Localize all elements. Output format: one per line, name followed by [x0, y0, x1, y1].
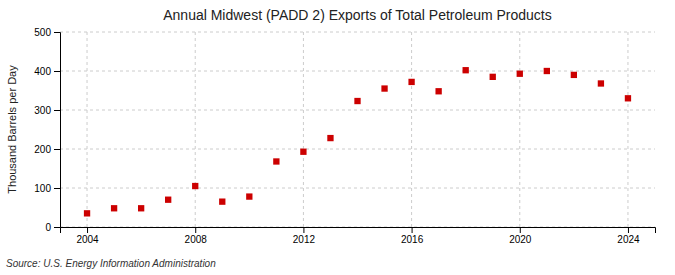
- points: [84, 67, 631, 216]
- x-axis: 2004 2008 2012 2016 2020 2024: [61, 227, 656, 245]
- x-tick: 2024: [617, 227, 640, 245]
- grid: [60, 32, 655, 227]
- x-tick-mark: [303, 227, 304, 233]
- y-tick: 0: [45, 222, 60, 233]
- x-tick-label: 2012: [293, 234, 316, 245]
- grid-line-y: [60, 110, 655, 111]
- grid-line-x: [627, 32, 628, 227]
- x-tick-mark: [412, 227, 413, 233]
- point: [598, 80, 604, 86]
- y-tick: 300: [34, 105, 60, 116]
- grid-line-y: [60, 71, 655, 72]
- point: [571, 72, 577, 78]
- x-tick-label: 2024: [617, 234, 640, 245]
- y-axis: 0 100 200 300 400 500: [34, 27, 60, 233]
- grid-line-y: [60, 188, 655, 189]
- y-tick-label: 200: [34, 144, 51, 155]
- x-tick-label: 2020: [509, 234, 532, 245]
- y-axis-title: Thousand Barrels per Day: [6, 65, 18, 194]
- grid-line-x: [411, 32, 412, 227]
- point: [463, 67, 469, 73]
- point: [327, 135, 333, 141]
- y-tick: 500: [34, 27, 60, 38]
- y-tick-label: 400: [34, 66, 51, 77]
- y-tick-mark: [54, 227, 60, 228]
- grid-line-x: [519, 32, 520, 227]
- x-tick: 2008: [185, 227, 208, 245]
- point: [625, 95, 631, 101]
- point: [435, 88, 441, 94]
- y-tick-mark: [54, 188, 60, 189]
- y-tick-label: 300: [34, 105, 51, 116]
- point: [300, 149, 306, 155]
- grid-line-x: [303, 32, 304, 227]
- y-tick-label: 100: [34, 183, 51, 194]
- chart-title: Annual Midwest (PADD 2) Exports of Total…: [163, 7, 552, 23]
- x-tick: 2004: [76, 227, 99, 245]
- plot-area: 2004 2008 2012 2016 2020 2024 0 100 200 300 400 500: [34, 27, 655, 245]
- y-axis-line: [54, 33, 61, 228]
- point: [192, 183, 198, 189]
- grid-line-x: [87, 32, 88, 227]
- point: [273, 158, 279, 164]
- x-tick-mark: [87, 227, 88, 233]
- y-tick-label: 0: [45, 222, 51, 233]
- point: [165, 197, 171, 203]
- grid-line-y: [60, 32, 655, 33]
- x-tick: 2012: [293, 227, 316, 245]
- point: [544, 68, 550, 74]
- point: [381, 85, 387, 91]
- y-tick-mark: [54, 110, 60, 111]
- x-axis-line: [61, 228, 656, 234]
- chart-container: 2004 2008 2012 2016 2020 2024 0 100 200 300 400 500…: [0, 0, 675, 275]
- point: [84, 210, 90, 216]
- x-tick-label: 2016: [401, 234, 424, 245]
- x-tick-mark: [195, 227, 196, 233]
- grid-line-x: [195, 32, 196, 227]
- point: [111, 205, 117, 211]
- point: [219, 198, 225, 204]
- x-tick: 2016: [401, 227, 424, 245]
- y-tick-mark: [54, 32, 60, 33]
- x-tick-label: 2004: [76, 234, 99, 245]
- x-tick-label: 2008: [185, 234, 208, 245]
- y-tick: 400: [34, 66, 60, 77]
- grid-line-y: [60, 149, 655, 150]
- y-tick-label: 500: [34, 27, 51, 38]
- x-tick-mark: [520, 227, 521, 233]
- point: [138, 205, 144, 211]
- chart-svg: 2004 2008 2012 2016 2020 2024 0 100 200 300 400 500…: [0, 0, 675, 275]
- y-tick: 100: [34, 183, 60, 194]
- point: [408, 79, 414, 85]
- source-note: Source: U.S. Energy Information Administ…: [6, 258, 216, 269]
- point: [517, 71, 523, 77]
- point: [354, 98, 360, 104]
- y-tick-mark: [54, 71, 60, 72]
- x-tick-mark: [628, 227, 629, 233]
- point: [490, 74, 496, 80]
- y-tick: 200: [34, 144, 60, 155]
- y-tick-mark: [54, 149, 60, 150]
- x-tick: 2020: [509, 227, 532, 245]
- point: [246, 193, 252, 199]
